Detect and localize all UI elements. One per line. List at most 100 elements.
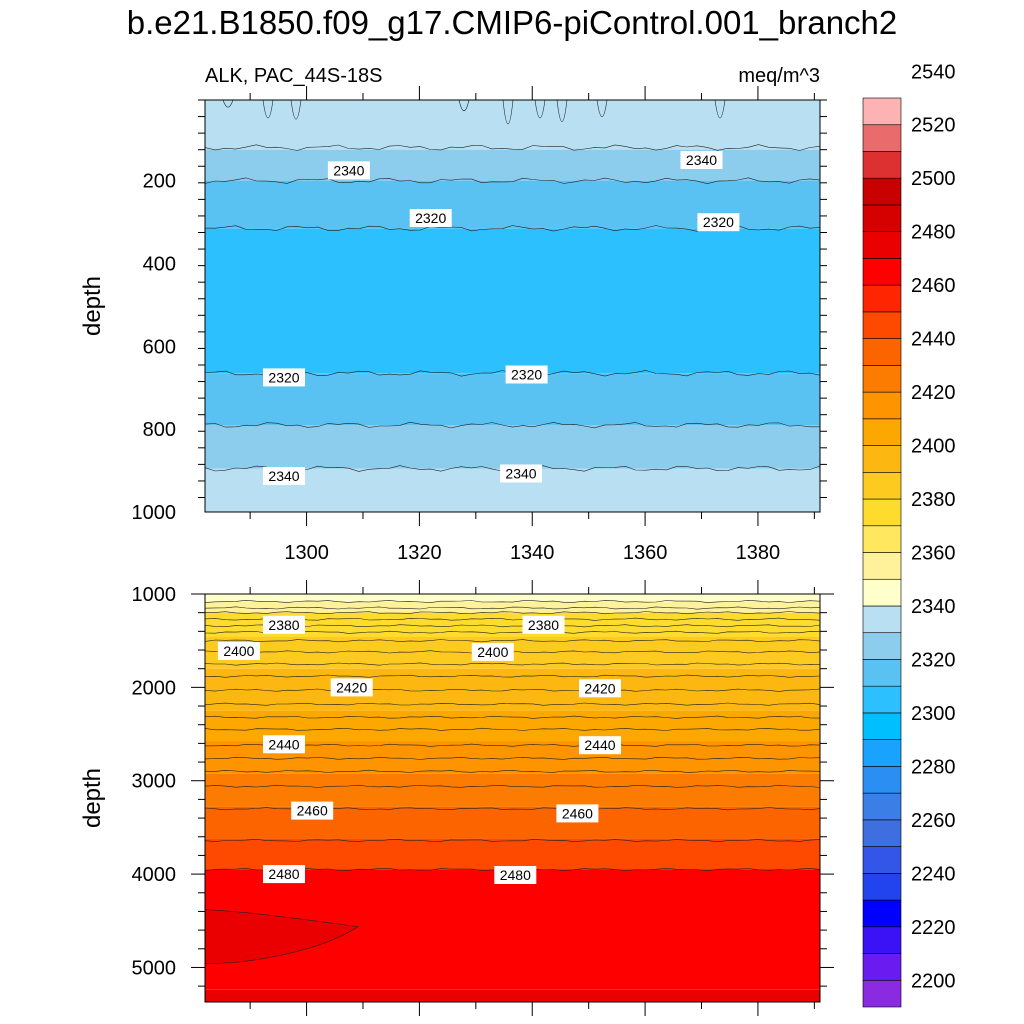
upper-y-axis-label: depth [79,276,106,336]
lower-y-tick-label: 3000 [132,771,177,793]
contour-label: 2340 [505,466,536,482]
colorbar-swatch [862,873,902,901]
upper-surface-contour [534,99,546,119]
units-label: meq/m^3 [738,65,820,87]
upper-y-tick-label: 400 [143,254,176,276]
contour-label-box [579,679,621,698]
lower-contour-line [204,630,821,634]
colorbar-tick-label: 2220 [911,917,956,939]
lower-contour-line [204,611,821,615]
colorbar-swatch [862,525,902,553]
contour-label: 2480 [268,866,299,882]
contour-label-box [327,161,370,180]
contour-label: 2400 [223,643,254,659]
colorbar-swatch [862,284,902,313]
lower-y-axis-label: depth [79,768,106,828]
colorbar-tick-label: 2420 [911,382,956,404]
upper-contour-line [204,421,820,429]
colorbar-swatch [862,899,902,928]
contour-label-box [263,735,305,754]
lower-max-alk-blob [204,909,359,965]
colorbar-tick-label: 2500 [911,168,956,190]
colorbar-swatch [862,151,902,179]
contour-label: 2340 [686,152,717,168]
lower-panel: 2380 2380 2400 2400 2420 2420 2440 2440 2460 2460… [79,580,834,1016]
colorbar-swatch [862,979,902,1008]
contour-label: 2320 [511,367,542,383]
lower-contour-line [204,756,821,760]
upper-surface-contour [596,99,608,118]
upper-contour-line [204,144,821,151]
colorbar-swatch [862,204,902,232]
lower-contour-line [204,784,821,788]
colorbar-swatch [862,659,902,687]
colorbar-tick-label: 2240 [911,863,956,885]
colorbar-swatch [862,846,902,874]
upper-y-tick-label: 800 [143,419,176,441]
contour-label: 2480 [500,867,531,883]
upper-panel-frame [204,99,821,513]
colorbar-tick-label: 2380 [911,489,956,511]
upper-band-5 [205,425,820,469]
lower-band-0 [205,594,820,602]
colorbar-swatch [862,391,902,420]
upper-y-tick-label: 200 [143,171,176,193]
contour-label-box [579,736,621,755]
contour-label-box [505,365,548,384]
lower-band-11 [205,989,820,1002]
colorbar-swatch [862,365,902,393]
upper-surface-contour [222,99,234,108]
upper-surface-contour [262,99,274,119]
upper-surface-contour [458,99,470,112]
contour-label: 2440 [584,737,615,753]
upper-band-1 [205,149,820,181]
lower-band-2 [205,612,820,637]
contour-label-box [500,464,542,483]
upper-band-3 [205,228,820,374]
contour-label-box [697,213,740,232]
x-tick-label: 1340 [510,542,555,564]
colorbar-tick-label: 2280 [911,756,956,778]
lower-band-7 [205,773,820,807]
lower-y-tick-label: 4000 [132,864,177,886]
colorbar-tick-label: 2540 [911,61,956,83]
colorbar-tick-label: 2200 [911,970,956,992]
lower-contour-line [204,743,821,747]
contour-label: 2420 [336,679,367,695]
x-tick-label: 1300 [284,542,329,564]
colorbar-swatch [862,739,902,767]
colorbar-swatch [862,471,902,500]
lower-contour-line [204,599,821,603]
contour-label-box [494,866,537,884]
contour-label-box [556,804,599,823]
contour-label: 2320 [703,214,734,230]
upper-surface-contour [714,99,726,119]
lower-y-tick-label: 5000 [132,958,177,980]
lower-contour-line [204,688,821,692]
lower-band-9 [205,838,820,870]
colorbar: 2200 2220 2240 2260 2280 2300 2320 2340 2360 2380… [862,61,956,1008]
contour-label: 2400 [477,644,508,660]
colorbar-tick-label: 2340 [911,596,956,618]
colorbar-swatch [862,632,902,660]
upper-surface-contour [502,99,514,125]
contour-label: 2420 [584,680,615,696]
colorbar-tick-label: 2460 [911,275,956,297]
colorbar-swatch [862,766,902,794]
upper-panel: 2340 2340 2320 2320 2320 2320 2340 2340 200 400 60… [79,86,827,526]
contour-label: 2320 [268,369,299,385]
colorbar-swatch [862,792,902,821]
lower-contour-line [204,662,821,666]
colorbar-swatch [862,124,902,152]
colorbar-swatch [862,712,902,740]
colorbar-swatch [862,685,902,714]
colorbar-swatch [862,605,902,634]
x-axis: 1300 1320 1340 1360 1380 [284,542,780,564]
colorbar-swatch [862,926,902,954]
colorbar-swatch [862,338,902,366]
contour-label: 2340 [268,468,299,484]
lower-band-6 [205,741,820,774]
contour-label-box [680,151,723,169]
contour-label-box [471,642,514,661]
lower-y-tick-label: 1000 [132,584,177,606]
